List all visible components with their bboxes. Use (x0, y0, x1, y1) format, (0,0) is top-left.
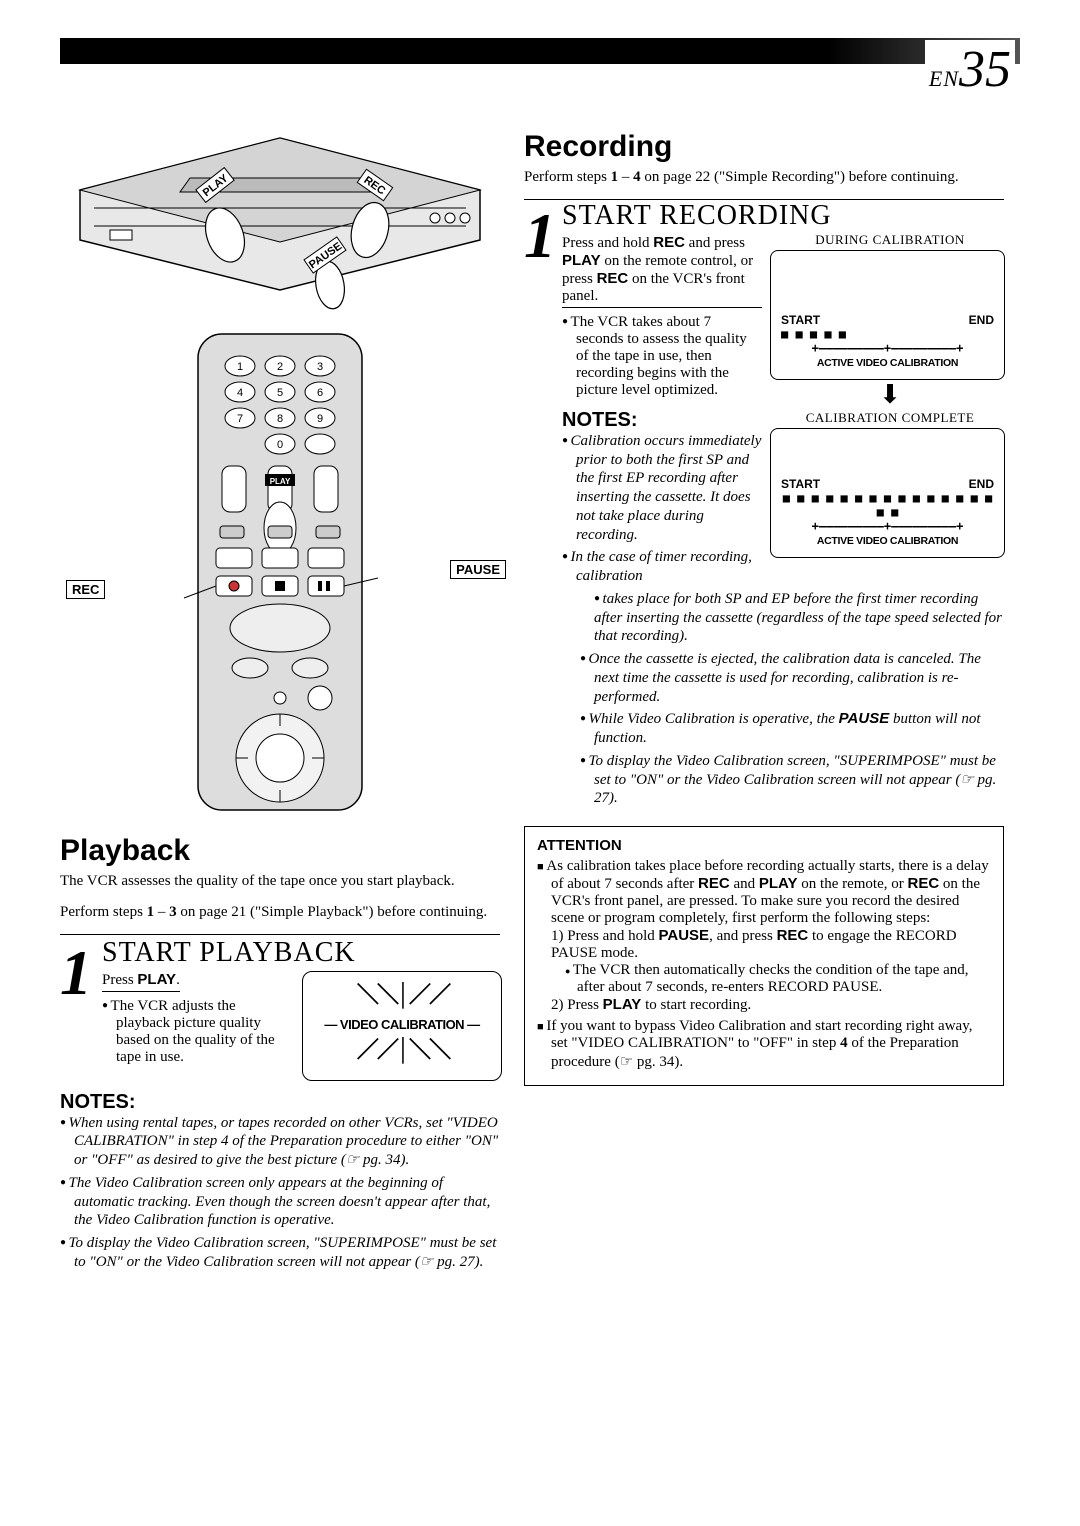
svg-text:6: 6 (317, 387, 323, 399)
playback-note-3: To display the Video Calibration screen,… (60, 1234, 500, 1272)
playback-step-title: START PLAYBACK (102, 937, 502, 969)
attention-sub-bullet: The VCR then automatically checks the co… (551, 962, 991, 996)
recording-note-2b: takes place for both SP and EP before th… (580, 590, 1004, 646)
arrow-down-icon: ⬇ (770, 382, 1010, 408)
step-number: 1 (60, 947, 92, 1081)
remote-illustration: 1 2 3 4 5 6 7 8 9 0 PLAY (60, 320, 500, 818)
playback-intro-1: The VCR assesses the quality of the tape… (60, 872, 500, 891)
page-n: 35 (959, 41, 1011, 98)
svg-text:PLAY: PLAY (270, 477, 291, 486)
playback-step-sub: Press PLAY. (102, 971, 180, 992)
recording-note-2a: In the case of timer recording, calibrat… (562, 548, 762, 586)
attention-box: ATTENTION As calibration takes place bef… (524, 826, 1004, 1086)
remote-rec-label: REC (66, 580, 105, 599)
svg-text:2: 2 (277, 361, 283, 373)
page-lang: EN (929, 66, 959, 91)
playback-step-1: 1 START PLAYBACK Press PLAY. The VCR adj… (60, 937, 500, 1081)
recording-step-bullet: The VCR takes about 7 seconds to assess … (562, 314, 762, 399)
remote-pause-label: PAUSE (450, 560, 506, 579)
attention-item-1: As calibration takes place before record… (537, 858, 991, 1014)
svg-text:9: 9 (317, 413, 323, 425)
recording-intro: Perform steps 1 – 4 on page 22 ("Simple … (524, 168, 1004, 187)
playback-notes-heading: NOTES: (60, 1091, 500, 1114)
recording-note-3: Once the cassette is ejected, the calibr… (580, 650, 1004, 706)
recording-note-1: Calibration occurs immediately prior to … (562, 432, 762, 545)
screen2-title: CALIBRATION COMPLETE (770, 410, 1010, 426)
calibration-screen-1: STARTEND ■ ■ ■ ■ ■ +–––––––––+–––––––––+… (770, 250, 1005, 380)
recording-step-sub: Press and hold REC and press PLAY on the… (562, 234, 762, 308)
page-number: EN35 (925, 40, 1015, 99)
recording-notes-heading: NOTES: (562, 409, 762, 432)
svg-text:7: 7 (237, 413, 243, 425)
header-bar (60, 38, 1020, 64)
playback-notes: When using rental tapes, or tapes record… (60, 1114, 500, 1272)
recording-step-1: 1 START RECORDING Press and hold REC and… (524, 200, 1004, 590)
recording-heading: Recording (524, 130, 1004, 164)
svg-text:1: 1 (237, 361, 243, 373)
svg-text:5: 5 (277, 387, 283, 399)
vcr-illustration: PLAY REC PAUSE (60, 130, 500, 320)
attention-item-2: If you want to bypass Video Calibration … (537, 1018, 991, 1071)
recording-notes-cont: takes place for both SP and EP before th… (580, 590, 1004, 808)
svg-text:3: 3 (317, 361, 323, 373)
step-number: 1 (524, 210, 556, 590)
playback-step-bullet: The VCR adjusts the playback picture qua… (102, 998, 292, 1066)
recording-step-title: START RECORDING (562, 200, 762, 232)
playback-note-1: When using rental tapes, or tapes record… (60, 1114, 500, 1170)
calibration-screen-2: STARTEND ■ ■ ■ ■ ■ ■ ■ ■ ■ ■ ■ ■ ■ ■ ■ ■… (770, 428, 1005, 558)
playback-screen: ＼ ＼ │ ／ ／ — VIDEO CALIBRATION — ／ ／ │ ＼ … (302, 971, 502, 1081)
screen1-title: DURING CALIBRATION (770, 232, 1010, 248)
recording-note-4: While Video Calibration is operative, th… (580, 710, 1004, 748)
svg-text:0: 0 (277, 439, 283, 451)
recording-note-5: To display the Video Calibration screen,… (580, 752, 1004, 808)
playback-heading: Playback (60, 834, 500, 868)
svg-text:4: 4 (237, 387, 243, 399)
playback-note-2: The Video Calibration screen only appear… (60, 1174, 500, 1230)
playback-intro-2: Perform steps 1 – 3 on page 21 ("Simple … (60, 903, 500, 922)
svg-text:8: 8 (277, 413, 283, 425)
attention-heading: ATTENTION (537, 837, 991, 854)
recording-notes-top: Calibration occurs immediately prior to … (562, 432, 762, 586)
